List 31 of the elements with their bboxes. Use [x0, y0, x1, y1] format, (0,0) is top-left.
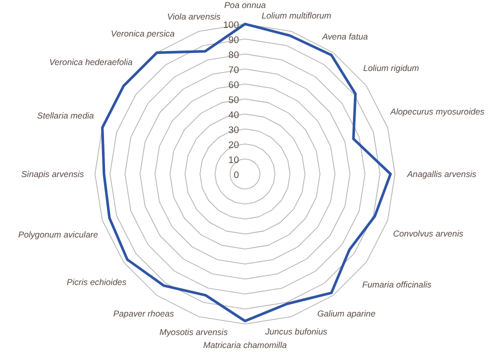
spoke-label: Stellaria media: [37, 110, 94, 121]
spoke-label: Viola arvensis: [167, 11, 222, 22]
spoke-label: Polygonum aviculare: [18, 230, 98, 240]
spoke-label: Picris echioides: [66, 276, 128, 287]
spoke-label: Lolium multiflorum: [262, 10, 332, 21]
y-tick-label: 60: [228, 80, 239, 91]
spoke-label: Juncus bufonius: [264, 326, 328, 337]
y-tick-label: 70: [228, 65, 239, 76]
spoke-label: Papaver rhoeas: [113, 308, 175, 319]
spoke-label: Avena fatua: [321, 31, 368, 42]
spoke-label: Veronica persica: [110, 28, 175, 38]
spoke-label: Galium aparine: [317, 308, 376, 319]
y-tick-label: 40: [228, 110, 239, 121]
y-tick-label: 20: [228, 140, 239, 151]
spoke-label: Convolvus arvenis: [393, 228, 464, 239]
spoke-label: Matricaria chamomilla: [203, 340, 287, 350]
spoke-label: Lolium rigidum: [363, 62, 420, 73]
y-tick-label: 80: [228, 50, 239, 61]
spoke-label: Myosotis arvensis: [159, 327, 228, 338]
y-tick-label: 100: [223, 20, 239, 31]
spoke-label: Poa onnua: [224, 0, 266, 10]
spoke-label: Veronica hederaefolia: [49, 57, 133, 68]
y-tick-label: 90: [228, 35, 239, 46]
spoke-label: Fumaria officinalis: [362, 279, 432, 290]
spoke-label: Sinapis arvensis: [21, 169, 85, 179]
y-tick-label: 0: [234, 170, 239, 181]
y-tick-label: 30: [228, 125, 239, 136]
y-tick-label: 10: [228, 155, 239, 166]
spoke-label: Anagallis arvensis: [406, 169, 478, 179]
y-tick-label: 50: [228, 95, 239, 106]
spoke-label: Alopecurus myosuroides: [389, 106, 486, 116]
